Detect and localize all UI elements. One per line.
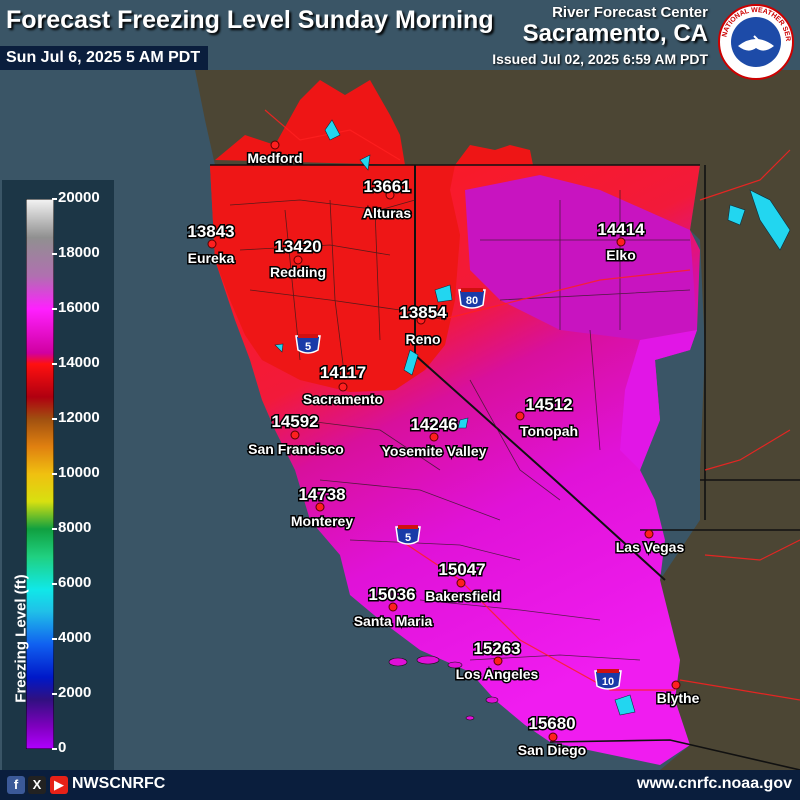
station-value-alturas: 13661 [363,177,410,196]
legend-tick: 20000 [52,189,100,206]
legend-tick: 18000 [52,244,100,261]
office-location: Sacramento, CA [522,20,708,47]
x-icon[interactable]: X [28,776,46,794]
legend-tick: 10000 [52,464,100,481]
station-value-bakersfield: 15047 [438,560,485,579]
station-value-san-diego: 15680 [528,714,575,733]
highway-shield-i5-north: 5 [295,334,321,354]
station-value-eureka: 13843 [187,222,234,241]
station-name-elko: Elko [606,247,636,263]
svg-text:5: 5 [305,341,311,353]
svg-text:10: 10 [602,676,614,688]
legend-color-bar [26,199,54,749]
station-name-yosemite: Yosemite Valley [382,443,487,459]
svg-text:80: 80 [466,295,478,307]
organization-name: River Forecast Center [552,4,708,21]
state-borders [210,164,800,531]
social-handle[interactable]: NWSCNRFC [72,775,166,792]
issued-time: Issued Jul 02, 2025 6:59 AM PDT [492,51,708,67]
station-name-monterey: Monterey [291,513,353,529]
station-name-reno: Reno [406,331,441,347]
station-name-san-francisco: San Francisco [248,441,344,457]
station-value-san-francisco: 14592 [271,412,318,431]
station-name-santa-maria: Santa Maria [354,613,433,629]
legend-tick: 16000 [52,299,100,316]
legend-tick: 14000 [52,354,100,371]
website-link[interactable]: www.cnrfc.noaa.gov [637,775,792,792]
facebook-icon[interactable]: f [7,776,25,794]
legend-title: Freezing Level (ft) [12,574,30,703]
station-name-medford: Medford [247,150,302,166]
legend-tick: 6000 [51,574,92,591]
station-value-monterey: 14738 [298,485,345,504]
valid-time: Sun Jul 6, 2025 5 AM PDT [0,46,209,70]
page-title: Forecast Freezing Level Sunday Morning [6,6,494,34]
highway-shield-i80: 80 [458,288,486,309]
station-name-tonopah: Tonopah [520,423,578,439]
youtube-icon[interactable]: ▶ [50,776,68,794]
legend-tick: 0 [51,739,67,756]
mexico-border [549,739,800,771]
station-value-los-angeles: 15263 [473,639,520,658]
channel-islands [388,655,499,721]
station-value-yosemite: 14246 [410,415,457,434]
station-dots [207,140,681,742]
legend-tick: 12000 [52,409,100,426]
station-name-los-angeles: Los Angeles [456,666,539,682]
station-value-santa-maria: 15036 [368,585,415,604]
eastern-purple-band [620,330,697,470]
station-name-sacramento: Sacramento [303,391,383,407]
legend: 20000 18000 16000 14000 12000 10000 8000… [2,180,114,770]
oregon-red-zone [215,80,405,165]
station-value-tonopah: 14512 [525,395,572,414]
roads [264,109,800,701]
station-name-blythe: Blythe [657,690,700,706]
station-name-bakersfield: Bakersfield [425,588,500,604]
station-value-sacramento: 14117 [320,363,366,382]
northern-red-area [210,165,460,392]
legend-tick: 4000 [51,629,92,646]
station-value-redding: 13420 [274,237,321,256]
highway-shield-i10: 10 [594,669,622,690]
station-name-eureka: Eureka [188,250,235,266]
ca-nv-border [414,165,666,581]
nws-logo[interactable]: NATIONAL WEATHER SERVICE [716,2,796,82]
station-name-alturas: Alturas [363,205,411,221]
header: Forecast Freezing Level Sunday Morning S… [0,0,800,80]
lakes [274,119,791,716]
station-name-las-vegas: Las Vegas [616,539,685,555]
station-name-san-diego: San Diego [518,742,586,758]
legend-tick: 2000 [51,684,92,701]
county-lines [229,190,691,661]
station-name-redding: Redding [270,264,326,280]
station-value-elko: 14414 [597,220,645,239]
footer: f X ▶ NWSCNRFC www.cnrfc.noaa.gov [0,770,800,800]
svg-text:5: 5 [405,532,411,544]
station-value-reno: 13854 [399,303,447,322]
legend-tick: 8000 [51,519,92,536]
highway-shield-i5-south: 5 [395,525,421,545]
